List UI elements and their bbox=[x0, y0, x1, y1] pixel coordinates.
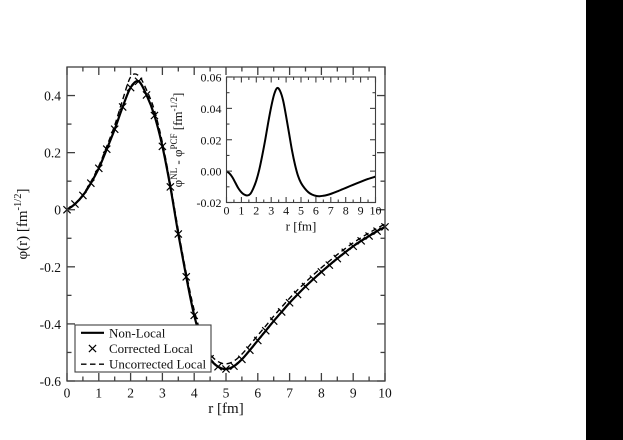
legend-label: Non-Local bbox=[109, 325, 166, 340]
inset-x-tick-label: 2 bbox=[253, 204, 259, 218]
main-x-tick-label: 0 bbox=[64, 386, 71, 401]
inset-frame bbox=[225, 76, 377, 204]
inset-x-tick-label: 0 bbox=[224, 204, 230, 218]
main-y-tick-label: -0.4 bbox=[40, 317, 62, 332]
main-x-tick-label: 1 bbox=[95, 386, 102, 401]
inset-x-tick-label: 4 bbox=[283, 204, 289, 218]
legend-x-marker-sample bbox=[88, 344, 97, 353]
inset-y-axis-label: φNL - φPCF [fm-1/2] bbox=[169, 93, 185, 188]
inset-chart: 0 1 2 3 4 5 6 7 8 9 10 -0.02 0.00 0.02 0.04 0.06 r [fm] φ… bbox=[169, 71, 382, 234]
legend-label: Uncorrected Local bbox=[109, 357, 206, 372]
main-y-tick-label: -0.6 bbox=[40, 374, 62, 389]
main-x-tick-label: 6 bbox=[254, 386, 261, 401]
main-y-tick-label: 0.2 bbox=[44, 146, 61, 161]
inset-x-axis-label: r [fm] bbox=[286, 219, 317, 234]
main-y-axis-label: φ(r) [fm-1/2] bbox=[13, 189, 31, 260]
legend-entry-uncorrected-local: Uncorrected Local bbox=[81, 357, 206, 372]
inset-x-tick-label: 10 bbox=[370, 204, 382, 218]
main-ticks bbox=[66, 67, 386, 382]
main-x-tick-label: 8 bbox=[318, 386, 325, 401]
main-series-uncorrected-local bbox=[66, 73, 386, 365]
main-x-tick-label: 5 bbox=[223, 386, 230, 401]
main-frame bbox=[66, 66, 386, 382]
inset-x-tick-label: 9 bbox=[358, 204, 364, 218]
main-x-tick-label: 3 bbox=[159, 386, 166, 401]
inset-y-tick-label: 0.02 bbox=[201, 133, 222, 147]
inset-x-tick-label: 6 bbox=[313, 204, 319, 218]
main-y-tick-label: 0 bbox=[54, 203, 61, 218]
main-x-axis-label: r [fm] bbox=[208, 401, 243, 417]
inset-y-tick-label: 0.06 bbox=[201, 71, 222, 85]
inset-series-nl-minus-pcf-difference bbox=[225, 86, 376, 198]
inset-y-tick-label: -0.02 bbox=[197, 196, 222, 210]
main-x-tick-label: 9 bbox=[350, 386, 357, 401]
main-x-tick-label: 7 bbox=[286, 386, 293, 401]
inset-x-tick-label: 8 bbox=[343, 204, 349, 218]
legend-entry-corrected-local: Corrected Local bbox=[88, 341, 193, 356]
main-x-tick-label: 4 bbox=[191, 386, 198, 401]
main-x-tick-label: 10 bbox=[378, 386, 392, 401]
inset-y-tick-label: 0.04 bbox=[201, 102, 222, 116]
legend-entry-non-local: Non-Local bbox=[81, 325, 166, 340]
right-black-strip bbox=[586, 0, 623, 440]
inset-x-tick-label: 1 bbox=[238, 204, 244, 218]
main-x-tick-label: 2 bbox=[127, 386, 134, 401]
inset-x-tick-label: 5 bbox=[298, 204, 304, 218]
main-y-tick-label: -0.2 bbox=[40, 260, 61, 275]
inset-x-tick-label: 7 bbox=[328, 204, 334, 218]
inset-x-tick-label: 3 bbox=[268, 204, 274, 218]
main-y-tick-label: 0.4 bbox=[44, 89, 61, 104]
legend-label: Corrected Local bbox=[109, 341, 193, 356]
inset-y-tick-label: 0.00 bbox=[201, 165, 222, 179]
